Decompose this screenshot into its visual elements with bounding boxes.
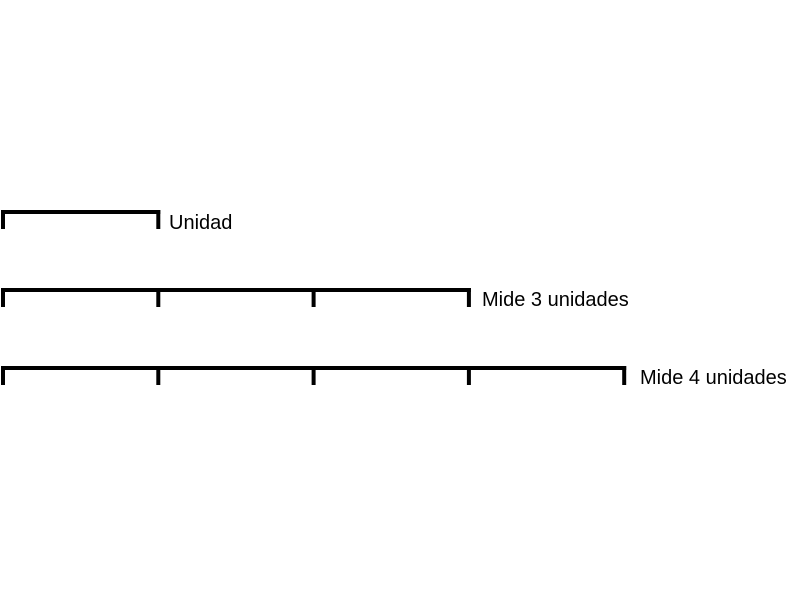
segment-unit-label: Unidad	[169, 212, 232, 234]
segment-four-units-label: Mide 4 unidades	[640, 367, 787, 389]
segment-three-units-marks	[1, 288, 471, 307]
segment-unit-marks	[1, 210, 161, 229]
segment-three-units: Mide 3 unidades	[1, 288, 629, 311]
segment-four-units-marks	[1, 366, 627, 385]
segment-three-units-label: Mide 3 unidades	[482, 289, 629, 311]
segment-four-units: Mide 4 unidades	[1, 366, 787, 389]
segment-unit: Unidad	[1, 210, 232, 234]
